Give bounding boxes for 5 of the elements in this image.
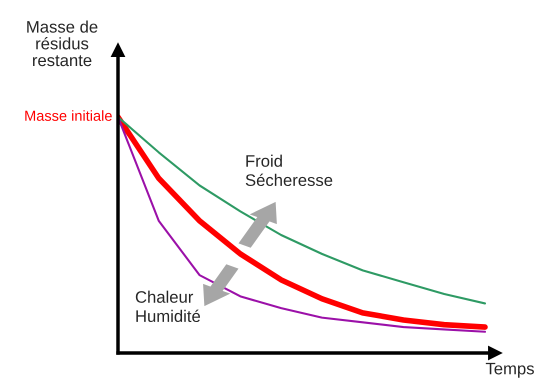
annotation: Froid Sécheresse bbox=[246, 154, 332, 186]
y-axis-title: Masse de résidus restante bbox=[27, 20, 98, 66]
annotation: Chaleur Humidité bbox=[136, 290, 200, 322]
text: Masse initiale bbox=[25, 110, 112, 121]
x-axis-title: Temps bbox=[486, 362, 534, 378]
